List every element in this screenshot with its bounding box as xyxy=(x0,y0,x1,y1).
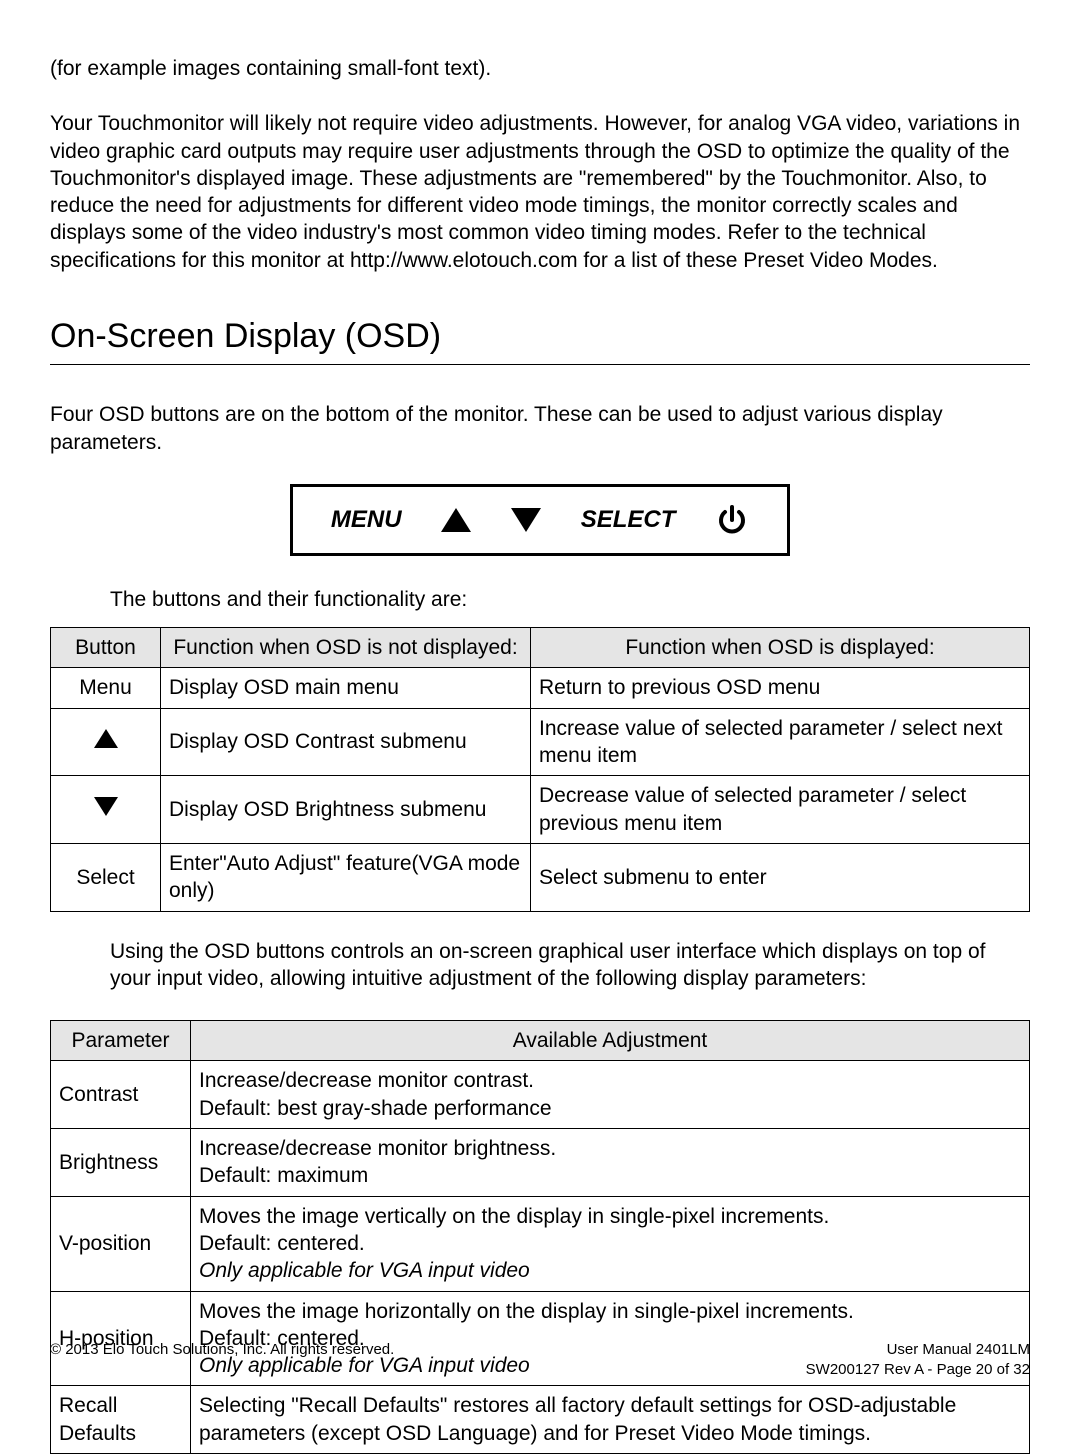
param-cell: V-position xyxy=(51,1196,191,1291)
table-row: BrightnessIncrease/decrease monitor brig… xyxy=(51,1129,1030,1197)
table-header: Function when OSD is not displayed: xyxy=(161,628,531,668)
table-row: MenuDisplay OSD main menuReturn to previ… xyxy=(51,668,1030,708)
buttons-intro-text: The buttons and their functionality are: xyxy=(110,586,1030,613)
after-heading-text: Four OSD buttons are on the bottom of th… xyxy=(50,401,1030,456)
params-table: ParameterAvailable Adjustment ContrastIn… xyxy=(50,1020,1030,1454)
function-cell: Decrease value of selected parameter / s… xyxy=(531,776,1030,844)
table-header: Parameter xyxy=(51,1021,191,1061)
footer-left: © 2013 Elo Touch Solutions, Inc. All rig… xyxy=(50,1340,394,1379)
table-row: V-positionMoves the image vertically on … xyxy=(51,1196,1030,1291)
page-footer: © 2013 Elo Touch Solutions, Inc. All rig… xyxy=(50,1340,1030,1379)
adjustment-cell: Increase/decrease monitor brightness.Def… xyxy=(191,1129,1030,1197)
intro-para-2: Your Touchmonitor will likely not requir… xyxy=(50,110,1030,274)
table-header: Function when OSD is displayed: xyxy=(531,628,1030,668)
adjustment-cell: Selecting "Recall Defaults" restores all… xyxy=(191,1386,1030,1454)
triangle-down-icon xyxy=(94,797,118,816)
table-row: ContrastIncrease/decrease monitor contra… xyxy=(51,1061,1030,1129)
button-cell xyxy=(51,708,161,776)
function-cell: Display OSD main menu xyxy=(161,668,531,708)
function-cell: Enter"Auto Adjust" feature(VGA mode only… xyxy=(161,843,531,911)
footer-right-line2: SW200127 Rev A - Page 20 of 32 xyxy=(806,1360,1030,1380)
power-icon xyxy=(715,503,749,537)
triangle-up-icon xyxy=(94,729,118,748)
button-cell: Menu xyxy=(51,668,161,708)
param-cell: Recall Defaults xyxy=(51,1386,191,1454)
param-cell: Contrast xyxy=(51,1061,191,1129)
table-row: SelectEnter"Auto Adjust" feature(VGA mod… xyxy=(51,843,1030,911)
intro-para-1: (for example images containing small-fon… xyxy=(50,55,1030,82)
buttons-table: ButtonFunction when OSD is not displayed… xyxy=(50,627,1030,911)
table-header: Button xyxy=(51,628,161,668)
function-cell: Return to previous OSD menu xyxy=(531,668,1030,708)
function-cell: Select submenu to enter xyxy=(531,843,1030,911)
table-header: Available Adjustment xyxy=(191,1021,1030,1061)
triangle-down-icon xyxy=(511,508,541,532)
function-cell: Increase value of selected parameter / s… xyxy=(531,708,1030,776)
footer-right-line1: User Manual 2401LM xyxy=(806,1340,1030,1360)
adjustment-cell: Increase/decrease monitor contrast.Defau… xyxy=(191,1061,1030,1129)
adjustment-cell: Moves the image vertically on the displa… xyxy=(191,1196,1030,1291)
menu-label: MENU xyxy=(331,504,402,535)
param-cell: Brightness xyxy=(51,1129,191,1197)
button-cell: Select xyxy=(51,843,161,911)
params-intro-text: Using the OSD buttons controls an on-scr… xyxy=(110,938,1030,993)
table-row: Recall DefaultsSelecting "Recall Default… xyxy=(51,1386,1030,1454)
function-cell: Display OSD Contrast submenu xyxy=(161,708,531,776)
osd-heading: On-Screen Display (OSD) xyxy=(50,314,1030,365)
select-label: SELECT xyxy=(581,504,676,535)
table-row: Display OSD Brightness submenuDecrease v… xyxy=(51,776,1030,844)
triangle-up-icon xyxy=(441,508,471,532)
footer-right: User Manual 2401LM SW200127 Rev A - Page… xyxy=(806,1340,1030,1379)
button-cell xyxy=(51,776,161,844)
table-row: Display OSD Contrast submenuIncrease val… xyxy=(51,708,1030,776)
function-cell: Display OSD Brightness submenu xyxy=(161,776,531,844)
osd-button-panel: MENU SELECT xyxy=(290,484,790,556)
